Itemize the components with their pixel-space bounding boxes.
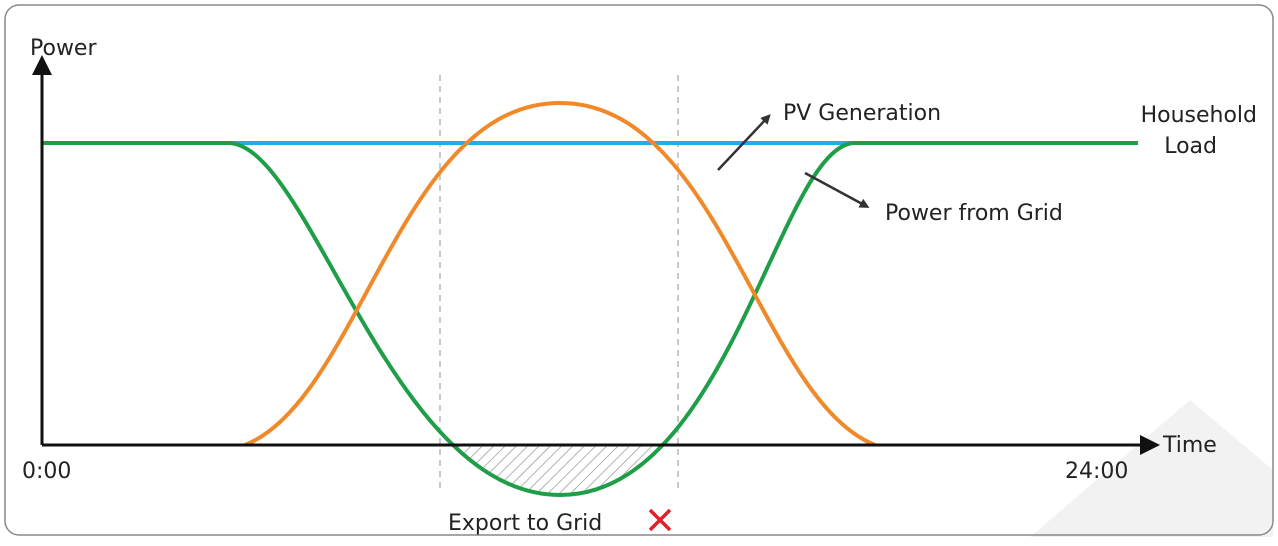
load-label: Load [1164,134,1217,159]
grid-label: Power from Grid [885,201,1063,226]
watermark [1030,400,1273,537]
pv-curve [244,100,876,447]
export-area [453,445,663,495]
x-arrow [1140,435,1160,455]
x-start: 0:00 [22,459,71,484]
y-label: Power [30,36,97,61]
cross-icon [648,508,672,532]
load-label: Household [1141,103,1257,128]
export-label: Export to Grid [448,511,602,536]
x-label: Time [1162,433,1217,458]
pointer [804,171,870,208]
pointer [717,114,771,171]
grid-curve [42,141,1138,498]
x-end: 24:00 [1065,459,1128,484]
pv-label: PV Generation [783,101,941,126]
y-arrow [32,55,52,75]
frame [4,4,1274,536]
